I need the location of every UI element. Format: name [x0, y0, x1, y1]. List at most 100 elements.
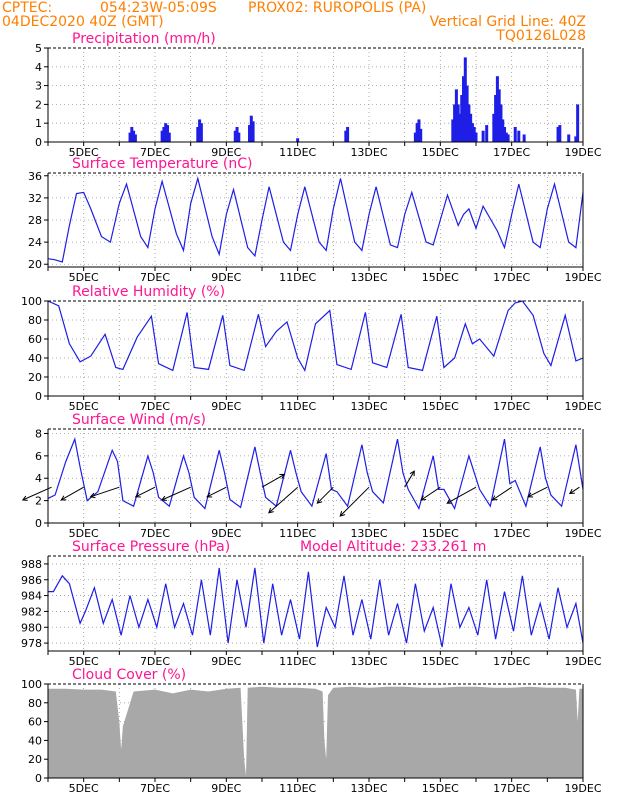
wind-vector: [339, 486, 370, 517]
y-tick-label: 1: [35, 117, 42, 130]
precipitation-bar: [462, 76, 466, 142]
x-tick-label: 9DEC: [211, 400, 241, 413]
humidity-panel: 5DEC 7DEC 9DEC 11DEC 13DEC 15DEC 17DEC 19DEC 0 20…: [21, 284, 602, 413]
y-tick-label: 40: [28, 352, 42, 365]
y-tick-label: 24: [28, 236, 42, 249]
precipitation-title: Precipitation (mm/h): [72, 31, 216, 47]
y-tick-label: 0: [35, 136, 42, 149]
x-tick-label: 13DEC: [350, 527, 387, 540]
x-tick-label: 17DEC: [493, 400, 530, 413]
y-tick-label: 80: [28, 314, 42, 327]
x-tick-label: 17DEC: [493, 782, 530, 795]
precipitation-bar: [522, 134, 526, 142]
wind-panel: 5DEC 7DEC 9DEC 11DEC 13DEC 15DEC 17DEC 19DEC 0 2 4…: [21, 412, 602, 540]
y-tick-label: 984: [21, 590, 42, 603]
x-tick-label: 19DEC: [564, 655, 601, 668]
y-tick-label: 20: [28, 258, 42, 271]
y-tick-label: 4: [35, 472, 42, 485]
x-tick-label: 9DEC: [211, 146, 241, 159]
cloud-cover-title: Cloud Cover (%): [72, 667, 186, 683]
precipitation-bar: [513, 126, 517, 142]
precipitation-bar: [233, 130, 237, 142]
y-tick-label: 60: [28, 333, 42, 346]
precipitation-bar: [235, 126, 239, 142]
x-tick-label: 15DEC: [422, 146, 459, 159]
wind-vector-head: [206, 492, 213, 498]
wind-vector-head: [339, 511, 346, 517]
temperature-panel: 5DEC 7DEC 9DEC 11DEC 13DEC 15DEC 17DEC 19DEC 20 2…: [28, 156, 602, 284]
x-tick-label: 9DEC: [211, 655, 241, 668]
x-tick-label: 19DEC: [564, 400, 601, 413]
precipitation-bar: [495, 76, 499, 142]
humidity-title: Relative Humidity (%): [72, 284, 225, 300]
y-tick-label: 978: [21, 637, 42, 650]
precipitation-bar: [296, 138, 300, 142]
wind-vector: [446, 486, 477, 504]
precipitation-bar: [162, 126, 166, 142]
header-station: PROX02: RUROPOLIS (PA): [248, 0, 426, 16]
y-tick-label: 988: [21, 558, 42, 571]
x-tick-label: 15DEC: [422, 527, 459, 540]
precipitation-bar: [164, 123, 168, 142]
y-tick-label: 60: [28, 716, 42, 729]
x-tick-label: 15DEC: [422, 271, 459, 284]
x-tick-label: 15DEC: [422, 655, 459, 668]
precipitation-bar: [576, 104, 580, 142]
wind-vector-head: [60, 495, 67, 501]
precipitation-bar: [470, 123, 474, 142]
x-tick-label: 15DEC: [422, 400, 459, 413]
x-tick-label: 11DEC: [279, 782, 316, 795]
precipitation-bar: [415, 123, 419, 142]
header-coords: 054:23W-05:09S: [100, 0, 217, 16]
wind-vector-head: [134, 492, 141, 498]
precipitation-bar: [251, 121, 255, 142]
x-tick-label: 5DEC: [69, 782, 99, 795]
precipitation-bar: [248, 125, 252, 142]
precipitation-bar: [504, 132, 508, 142]
wind-vector: [261, 473, 285, 488]
temperature-title: Surface Temperature (nC): [72, 156, 253, 172]
precipitation-bar: [474, 132, 478, 142]
precipitation-bar: [453, 104, 457, 142]
wind-vector: [61, 486, 84, 501]
precipitation-bar: [130, 126, 134, 142]
cloud-cover-panel: 5DEC 7DEC 9DEC 11DEC 13DEC 15DEC 17DEC 19DEC 0 20…: [21, 667, 602, 795]
precipitation-bar: [460, 95, 464, 142]
temperature-series-line: [47, 176, 584, 263]
precipitation-bar: [463, 57, 467, 142]
y-tick-label: 32: [28, 192, 42, 205]
wind-vector: [569, 486, 580, 495]
wind-vector-head: [21, 495, 28, 501]
precipitation-bar: [160, 130, 164, 142]
x-tick-label: 11DEC: [279, 400, 316, 413]
header: CPTEC: 054:23W-05:09S PROX02: RUROPOLIS …: [2, 0, 586, 44]
x-tick-label: 13DEC: [350, 655, 387, 668]
wind-vector: [135, 486, 156, 498]
y-tick-label: 2: [35, 98, 42, 111]
precipitation-bar: [454, 89, 458, 142]
y-tick-label: 0: [35, 772, 42, 785]
x-tick-label: 13DEC: [350, 400, 387, 413]
wind-vector: [161, 486, 191, 501]
wind-vector: [492, 486, 512, 501]
cloud-cover-area: [48, 686, 583, 778]
wind-series-line: [47, 436, 584, 511]
wind-vector-head: [409, 470, 415, 477]
x-tick-label: 13DEC: [350, 146, 387, 159]
precipitation-bar: [451, 119, 455, 142]
precipitation-bar: [506, 134, 510, 142]
x-tick-label: 7DEC: [140, 527, 170, 540]
x-tick-label: 17DEC: [493, 527, 530, 540]
y-tick-label: 980: [21, 621, 42, 634]
x-tick-label: 5DEC: [69, 271, 99, 284]
pressure-panel: 5DEC 7DEC 9DEC 11DEC 13DEC 15DEC 17DEC 19DEC 978…: [21, 539, 602, 668]
x-tick-label: 17DEC: [493, 271, 530, 284]
wind-title: Surface Wind (m/s): [72, 412, 206, 428]
x-tick-label: 19DEC: [564, 527, 601, 540]
wind-vector: [22, 486, 52, 501]
precipitation-bar: [167, 132, 171, 142]
x-tick-label: 15DEC: [422, 782, 459, 795]
y-tick-label: 3: [35, 80, 42, 93]
x-tick-label: 5DEC: [69, 400, 99, 413]
